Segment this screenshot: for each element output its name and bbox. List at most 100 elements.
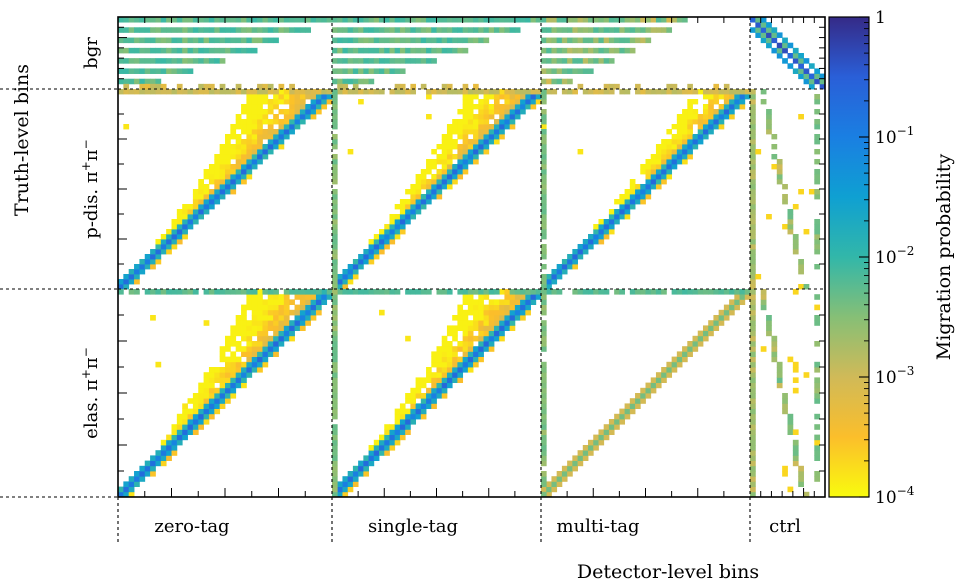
heatmap-cell <box>273 299 279 305</box>
heatmap-cell <box>123 124 130 130</box>
heatmap-cell <box>332 219 338 225</box>
heatmap-cell <box>541 450 547 456</box>
heatmap-cell <box>182 204 188 210</box>
heatmap-cell <box>650 164 657 170</box>
heatmap-cell <box>452 346 458 352</box>
heatmap-cell <box>766 214 772 220</box>
heatmap-cell <box>798 481 804 487</box>
heatmap-cell <box>363 17 369 23</box>
heatmap-cell <box>546 17 552 23</box>
heatmap-cell <box>192 209 199 215</box>
heatmap-cell <box>473 144 479 150</box>
heatmap-cell <box>405 398 411 404</box>
heatmap-cell <box>541 460 547 467</box>
heatmap-cell <box>452 154 458 160</box>
heatmap-cell <box>676 289 683 295</box>
heatmap-cell <box>150 315 156 321</box>
heatmap-cell <box>687 289 693 295</box>
heatmap-cell <box>134 89 140 95</box>
heatmap-cell <box>415 408 422 415</box>
heatmap-cell <box>155 249 162 255</box>
heatmap-cell <box>203 408 210 415</box>
heatmap-cell <box>567 465 573 472</box>
heatmap-cell <box>208 387 215 394</box>
heatmap-cell <box>776 372 783 378</box>
heatmap-cell <box>347 481 354 487</box>
heatmap-cell <box>661 174 667 180</box>
heatmap-cell <box>394 58 401 64</box>
heatmap-cell <box>155 239 162 245</box>
heatmap-cell <box>251 129 258 135</box>
heatmap-cell <box>128 476 135 482</box>
heatmap-cell <box>478 356 484 363</box>
heatmap-cell <box>798 63 804 69</box>
heatmap-cell <box>718 114 725 120</box>
heatmap-cell <box>473 129 479 135</box>
heatmap-cell <box>171 450 178 456</box>
heatmap-cell <box>478 309 484 316</box>
heatmap-cell <box>171 68 178 74</box>
heatmap-cell <box>262 149 269 155</box>
heatmap-cell <box>446 159 453 165</box>
heatmap-cell <box>332 109 338 115</box>
heatmap-cell <box>214 289 221 295</box>
heatmap-cell <box>682 289 688 295</box>
heatmap-cell <box>405 413 411 420</box>
heatmap-cell <box>405 408 411 415</box>
heatmap-cell <box>446 341 453 347</box>
heatmap-cell <box>235 164 242 170</box>
heatmap-cell <box>483 149 490 155</box>
heatmap-cell <box>278 320 285 326</box>
heatmap-cell <box>315 89 322 95</box>
heatmap-cell <box>541 424 547 430</box>
heatmap-cell <box>467 320 474 326</box>
heatmap-cell <box>546 58 552 64</box>
heatmap-cell <box>814 99 821 105</box>
heatmap-cell <box>814 78 821 85</box>
heatmap-cell <box>128 289 135 295</box>
heatmap-cell <box>624 199 631 205</box>
heatmap-cell <box>729 109 735 115</box>
heatmap-cell <box>750 119 756 125</box>
heatmap-cell <box>219 149 226 155</box>
heatmap-cell <box>452 144 458 150</box>
heatmap-cell <box>514 114 521 120</box>
heatmap-cell <box>384 239 390 245</box>
heatmap-cell <box>771 164 778 170</box>
heatmap-cell <box>577 455 584 461</box>
heatmap-cell <box>798 58 804 64</box>
heatmap-cell <box>546 481 552 487</box>
heatmap-cell <box>750 114 756 120</box>
heatmap-cell <box>619 47 626 54</box>
heatmap-cell <box>514 309 521 316</box>
heatmap-cell <box>462 109 469 115</box>
heatmap-cell <box>514 104 521 110</box>
heatmap-cell <box>415 184 422 190</box>
heatmap-cell <box>509 320 516 326</box>
heatmap-cell <box>123 37 130 44</box>
heatmap-cell <box>358 78 364 85</box>
heatmap-cell <box>713 94 720 100</box>
heatmap-cell <box>310 294 317 300</box>
heatmap-cell <box>614 214 620 220</box>
heatmap-cell <box>473 89 479 95</box>
heatmap-cell <box>394 439 401 446</box>
heatmap-cell <box>219 83 226 90</box>
heatmap-cell <box>572 259 578 265</box>
heatmap-cell <box>332 361 338 368</box>
heatmap-cell <box>593 239 599 245</box>
heatmap-cell <box>535 289 542 295</box>
heatmap-cell <box>294 114 301 120</box>
heatmap-cell <box>139 89 146 95</box>
heatmap-cell <box>262 325 269 331</box>
heatmap-cell <box>561 37 568 44</box>
heatmap-cell <box>541 445 547 451</box>
heatmap-cell <box>415 17 422 23</box>
heatmap-cell <box>176 89 183 95</box>
heatmap-cell <box>457 144 464 150</box>
heatmap-cell <box>294 309 301 316</box>
heatmap-cell <box>144 27 151 33</box>
heatmap-cell <box>176 234 183 240</box>
heatmap-cell <box>462 325 469 331</box>
heatmap-cell <box>671 361 678 368</box>
